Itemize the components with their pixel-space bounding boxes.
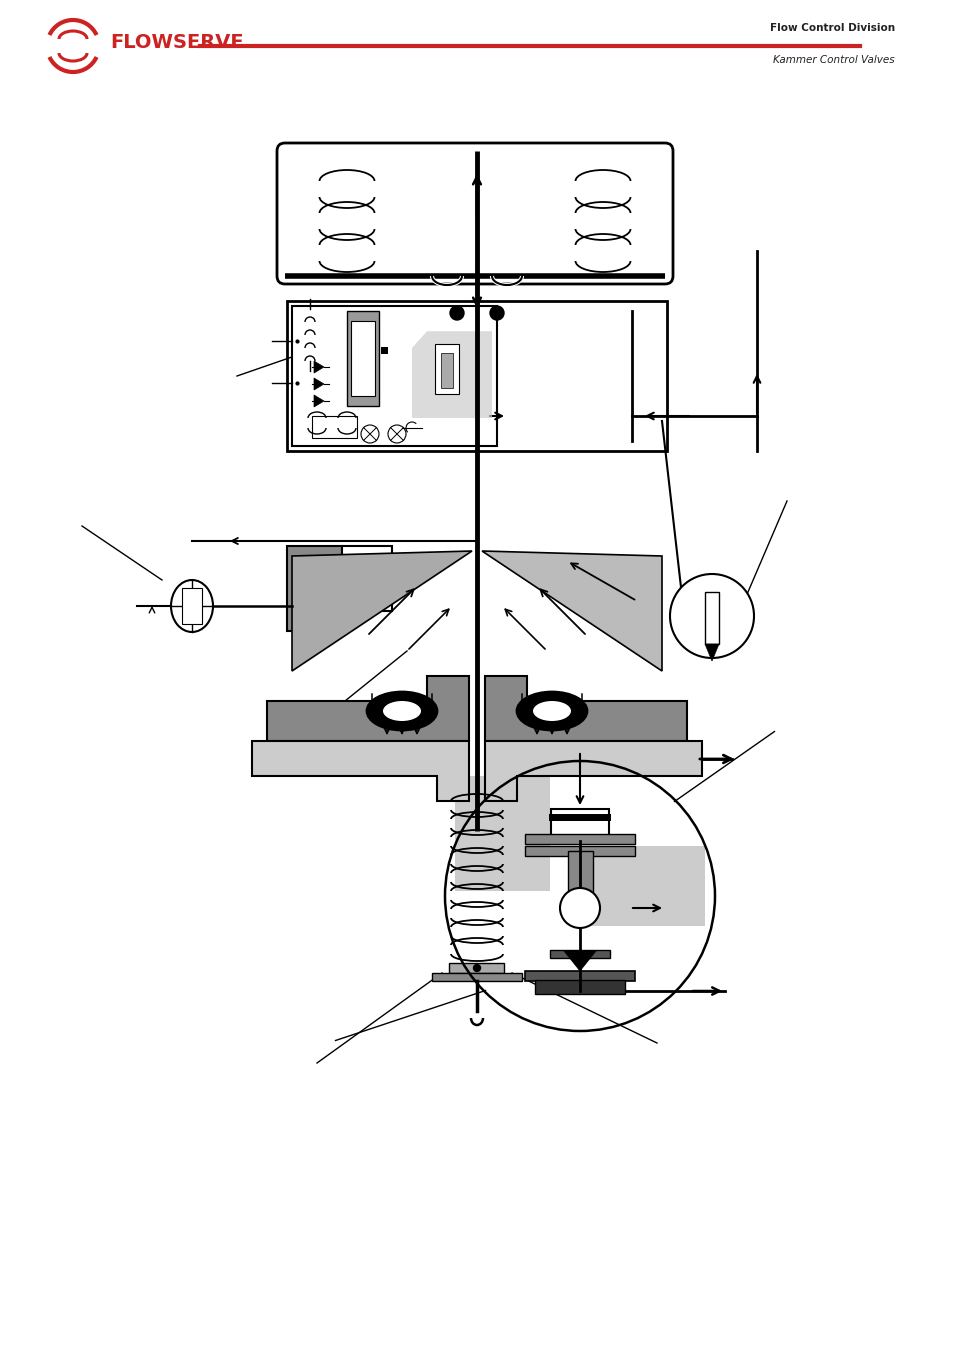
Ellipse shape xyxy=(533,701,571,721)
Bar xyxy=(548,815,610,821)
Circle shape xyxy=(360,426,378,443)
Bar xyxy=(524,834,635,844)
Bar xyxy=(551,809,608,842)
Bar xyxy=(351,322,375,396)
Bar xyxy=(524,971,635,981)
Circle shape xyxy=(450,305,463,320)
Bar xyxy=(312,416,356,438)
Bar xyxy=(182,588,202,624)
Bar xyxy=(287,301,666,451)
Bar xyxy=(550,950,609,958)
Bar xyxy=(524,846,635,857)
FancyBboxPatch shape xyxy=(276,143,672,284)
Ellipse shape xyxy=(171,580,213,632)
Ellipse shape xyxy=(382,701,420,721)
Bar xyxy=(449,963,504,973)
Bar xyxy=(535,979,624,994)
Text: Flow Control Division: Flow Control Division xyxy=(769,23,894,32)
Bar xyxy=(292,305,497,446)
Bar xyxy=(341,546,392,611)
Bar xyxy=(435,345,458,394)
Polygon shape xyxy=(484,676,686,740)
Bar xyxy=(704,592,719,644)
Ellipse shape xyxy=(517,692,586,730)
Circle shape xyxy=(473,965,480,971)
Polygon shape xyxy=(412,331,492,417)
Polygon shape xyxy=(252,740,469,801)
Polygon shape xyxy=(292,551,472,671)
Polygon shape xyxy=(484,740,701,801)
Bar xyxy=(287,546,341,631)
Polygon shape xyxy=(314,378,324,390)
Text: FLOWSERVE: FLOWSERVE xyxy=(110,32,243,51)
Polygon shape xyxy=(589,846,704,925)
Text: Kammer Control Valves: Kammer Control Valves xyxy=(773,55,894,65)
Circle shape xyxy=(669,574,753,658)
Polygon shape xyxy=(314,394,324,407)
Polygon shape xyxy=(563,951,596,971)
Circle shape xyxy=(559,888,599,928)
Circle shape xyxy=(490,305,503,320)
Polygon shape xyxy=(481,551,661,671)
Bar xyxy=(380,347,388,354)
Bar xyxy=(432,973,521,981)
Bar xyxy=(440,353,453,388)
Ellipse shape xyxy=(367,692,436,730)
Polygon shape xyxy=(455,775,550,892)
Polygon shape xyxy=(267,676,469,740)
Polygon shape xyxy=(314,361,324,373)
Circle shape xyxy=(388,426,406,443)
Bar xyxy=(347,311,378,407)
Polygon shape xyxy=(704,644,719,661)
Bar xyxy=(567,851,592,907)
